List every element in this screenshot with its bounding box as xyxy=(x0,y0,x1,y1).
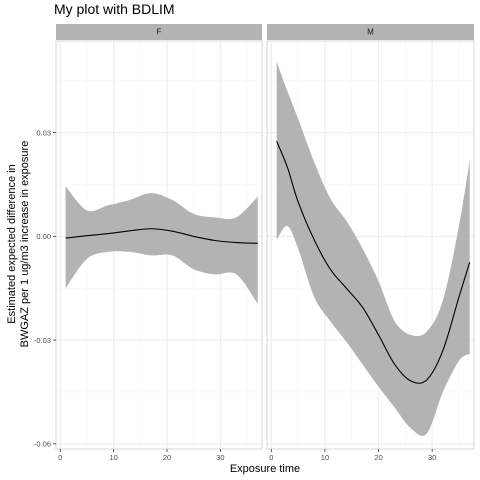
panel-F xyxy=(55,40,263,450)
panel-M-border xyxy=(266,40,475,450)
credible-band-F xyxy=(65,186,258,304)
y-tick-label: -0.03 xyxy=(34,336,51,345)
y-tick-label: 0.03 xyxy=(36,128,51,137)
panel-M xyxy=(266,40,475,450)
x-tick-label: 30 xyxy=(216,453,224,462)
y-axis: -0.06 -0.03 0.00 0.03 xyxy=(34,128,56,449)
x-tick-label: 20 xyxy=(374,453,382,462)
x-tick-label: 0 xyxy=(269,453,273,462)
strip-F-label: F xyxy=(157,28,162,37)
y-tick-label: -0.06 xyxy=(34,440,51,449)
x-axis: 0 10 20 30 0 10 20 30 xyxy=(58,449,436,462)
x-tick-label: 10 xyxy=(109,453,117,462)
strip-M-label: M xyxy=(367,28,374,37)
panel-F-border xyxy=(55,40,263,450)
estimate-line-M xyxy=(276,141,471,384)
strip-M-background xyxy=(267,24,474,40)
chart-title: My plot with BDLIM xyxy=(54,1,175,17)
credible-band-M xyxy=(276,61,470,436)
strip-M: M xyxy=(267,24,474,40)
x-axis-title: Exposure time xyxy=(230,463,300,475)
strip-F-background xyxy=(56,24,262,40)
y-axis-title: Estimated expected difference in BWGAZ p… xyxy=(6,141,31,348)
estimate-line-F xyxy=(65,228,258,244)
y-axis-title-line2: BWGAZ per 1 ug/m3 increase in exposure xyxy=(19,141,31,348)
x-tick-label: 30 xyxy=(428,453,436,462)
y-tick-label: 0.00 xyxy=(36,232,51,241)
x-tick-label: 10 xyxy=(321,453,329,462)
x-tick-label: 0 xyxy=(58,453,62,462)
x-tick-label: 20 xyxy=(163,453,171,462)
y-axis-title-line1: Estimated expected difference in xyxy=(6,164,18,323)
strip-F: F xyxy=(56,24,262,40)
